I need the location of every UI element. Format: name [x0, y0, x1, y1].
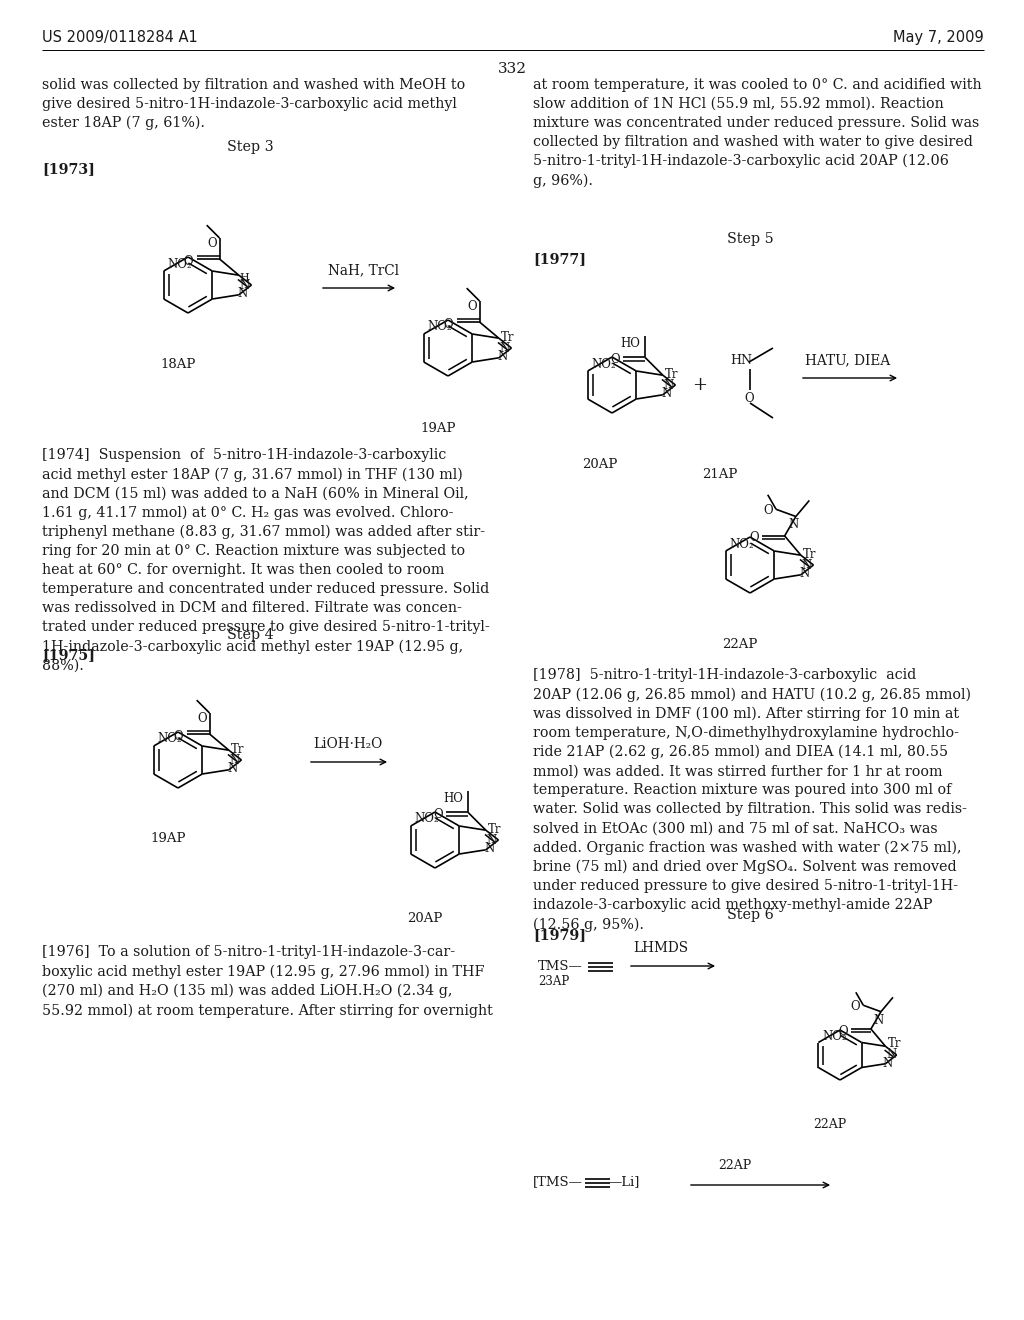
Text: O: O — [443, 318, 454, 330]
Text: —Li]: —Li] — [608, 1175, 639, 1188]
Text: O: O — [839, 1024, 848, 1038]
Text: N: N — [227, 762, 238, 775]
Text: HO: HO — [443, 792, 463, 805]
Text: N: N — [873, 1014, 884, 1027]
Text: NO₂: NO₂ — [822, 1030, 847, 1043]
Text: Tr: Tr — [501, 331, 514, 343]
Text: Step 6: Step 6 — [727, 908, 773, 921]
Text: [1974]  Suspension  of  5-nitro-1H-indazole-3-carboxylic
acid methyl ester 18AP : [1974] Suspension of 5-nitro-1H-indazole… — [42, 447, 489, 673]
Text: [1973]: [1973] — [42, 162, 95, 176]
Text: NO₂: NO₂ — [415, 813, 439, 825]
Text: O: O — [851, 999, 860, 1012]
Text: N: N — [887, 1048, 897, 1061]
Text: O: O — [433, 808, 442, 821]
Text: NO₂: NO₂ — [592, 358, 616, 371]
Text: 20AP: 20AP — [583, 458, 617, 471]
Text: Tr: Tr — [665, 368, 678, 380]
Text: Step 5: Step 5 — [727, 232, 773, 246]
Text: 21AP: 21AP — [702, 469, 737, 480]
Text: US 2009/0118284 A1: US 2009/0118284 A1 — [42, 30, 198, 45]
Text: O: O — [173, 730, 183, 743]
Text: [1977]: [1977] — [534, 252, 586, 267]
Text: Step 3: Step 3 — [226, 140, 273, 154]
Text: 22AP: 22AP — [718, 1159, 752, 1172]
Text: O: O — [467, 300, 476, 313]
Text: N: N — [486, 834, 497, 847]
Text: [1979]: [1979] — [534, 928, 586, 942]
Text: N: N — [662, 387, 672, 400]
Text: [1978]  5-nitro-1-trityl-1H-indazole-3-carboxylic  acid
20AP (12.06 g, 26.85 mmo: [1978] 5-nitro-1-trityl-1H-indazole-3-ca… — [534, 668, 971, 932]
Text: N: N — [498, 350, 508, 363]
Text: 20AP: 20AP — [408, 912, 442, 925]
Text: NO₂: NO₂ — [168, 257, 193, 271]
Text: TMS—: TMS— — [538, 960, 583, 973]
Text: [TMS—: [TMS— — [534, 1175, 583, 1188]
Text: N: N — [664, 379, 674, 392]
Text: at room temperature, it was cooled to 0° C. and acidified with
slow addition of : at room temperature, it was cooled to 0°… — [534, 78, 982, 187]
Text: NO₂: NO₂ — [428, 321, 453, 334]
Text: N: N — [799, 568, 809, 579]
Text: +: + — [692, 376, 708, 393]
Text: 23AP: 23AP — [538, 975, 569, 987]
Text: N: N — [240, 279, 250, 292]
Text: N: N — [788, 519, 799, 532]
Text: O: O — [197, 711, 207, 725]
Text: 22AP: 22AP — [813, 1118, 847, 1131]
Text: N: N — [883, 1057, 893, 1071]
Text: N: N — [238, 286, 248, 300]
Text: O: O — [610, 352, 620, 366]
Text: 19AP: 19AP — [420, 422, 456, 436]
Text: solid was collected by filtration and washed with MeOH to
give desired 5-nitro-1: solid was collected by filtration and wa… — [42, 78, 465, 131]
Text: 19AP: 19AP — [151, 832, 185, 845]
Text: O: O — [207, 238, 216, 249]
Text: N: N — [802, 558, 812, 572]
Text: 22AP: 22AP — [722, 638, 758, 651]
Text: HO: HO — [621, 338, 640, 350]
Text: NaH, TrCl: NaH, TrCl — [328, 263, 399, 277]
Text: O: O — [744, 392, 754, 405]
Text: O: O — [183, 255, 194, 268]
Text: Tr: Tr — [888, 1036, 901, 1049]
Text: May 7, 2009: May 7, 2009 — [893, 30, 984, 45]
Text: O: O — [750, 532, 759, 544]
Text: Tr: Tr — [487, 822, 502, 836]
Text: Step 4: Step 4 — [226, 628, 273, 642]
Text: [1976]  To a solution of 5-nitro-1-trityl-1H-indazole-3-car-
boxylic acid methyl: [1976] To a solution of 5-nitro-1-trityl… — [42, 945, 493, 1018]
Text: N: N — [229, 754, 240, 767]
Text: [1975]: [1975] — [42, 648, 95, 663]
Text: 332: 332 — [498, 62, 526, 77]
Text: NO₂: NO₂ — [158, 733, 182, 746]
Text: H: H — [239, 273, 249, 282]
Text: Tr: Tr — [803, 548, 816, 561]
Text: N: N — [484, 842, 495, 855]
Text: N: N — [500, 342, 510, 355]
Text: 18AP: 18AP — [161, 358, 196, 371]
Text: LHMDS: LHMDS — [633, 941, 688, 954]
Text: O: O — [764, 504, 773, 517]
Text: LiOH·H₂O: LiOH·H₂O — [313, 737, 382, 751]
Text: Tr: Tr — [230, 743, 245, 756]
Text: HN: HN — [730, 354, 752, 367]
Text: HATU, DIEA: HATU, DIEA — [805, 352, 890, 367]
Text: NO₂: NO₂ — [730, 537, 755, 550]
